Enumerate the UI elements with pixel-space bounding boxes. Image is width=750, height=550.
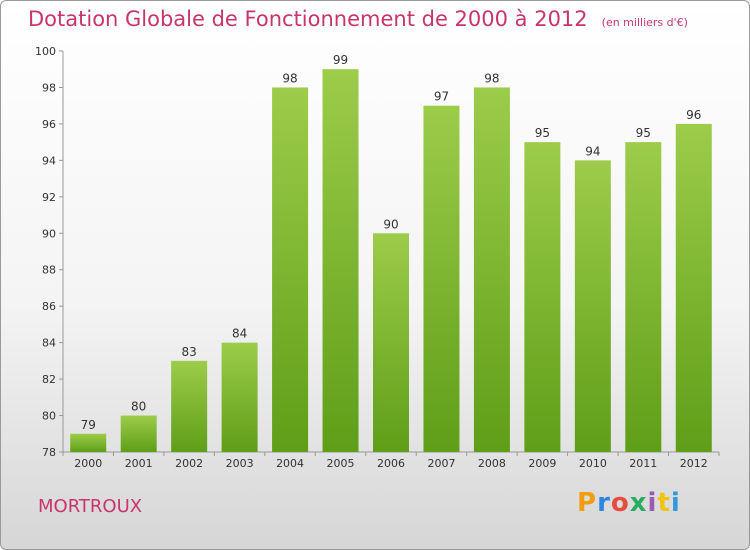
- bar: [625, 142, 662, 453]
- x-tick-label: 2006: [377, 457, 405, 470]
- bar: [221, 342, 258, 452]
- logo-letter: t: [657, 488, 671, 518]
- proxiti-logo: Proxiti: [577, 488, 681, 518]
- bar-value-label: 95: [535, 126, 550, 140]
- y-tick-label: 92: [42, 191, 56, 204]
- bar: [171, 360, 208, 452]
- bar: [473, 87, 510, 453]
- y-tick-label: 90: [42, 227, 56, 240]
- bar-value-label: 97: [434, 90, 449, 104]
- bar: [675, 123, 712, 452]
- x-tick-label: 2002: [175, 457, 203, 470]
- y-axis-ticks: 78 80 82 84 86 88 90 92 94 96 98 100: [35, 45, 63, 459]
- bar: [272, 87, 309, 453]
- x-tick-label: 2012: [680, 457, 708, 470]
- y-tick-label: 94: [42, 154, 56, 167]
- bar: [574, 160, 611, 452]
- bars: 79 80 83 84 98 99 90 97 98 95 94 95 96: [70, 53, 712, 453]
- y-tick-label: 80: [42, 410, 56, 423]
- bar: [322, 69, 359, 453]
- x-tick-label: 2011: [629, 457, 657, 470]
- bar-value-label: 99: [333, 53, 348, 67]
- x-axis-ticks: 2000 2001 2002 2003 2004 2005 2006 2007 2008 2009…: [62, 452, 720, 470]
- y-tick-label: 82: [42, 373, 56, 386]
- bar-value-label: 84: [232, 327, 247, 341]
- y-tick-label: 96: [42, 118, 56, 131]
- bar-value-label: 94: [585, 144, 600, 158]
- logo-letter: i: [647, 488, 658, 518]
- x-tick-label: 2007: [427, 457, 455, 470]
- logo-letter: i: [670, 488, 681, 518]
- x-tick-label: 2008: [478, 457, 506, 470]
- y-tick-label: 100: [35, 45, 56, 58]
- chart-title: Dotation Globale de Fonctionnement de 20…: [28, 7, 588, 31]
- bar: [373, 233, 409, 452]
- commune-name: MORTROUX: [38, 496, 143, 517]
- bar: [524, 142, 561, 453]
- y-tick-label: 88: [42, 264, 56, 277]
- chart-title-block: Dotation Globale de Fonctionnement de 20…: [28, 7, 688, 31]
- y-tick-label: 98: [42, 81, 56, 94]
- bar-value-label: 98: [484, 71, 499, 85]
- x-tick-label: 2000: [74, 457, 102, 470]
- logo-letter: r: [597, 488, 611, 518]
- bar-value-label: 79: [81, 418, 96, 432]
- logo-letter: P: [577, 488, 598, 518]
- x-tick-label: 2003: [226, 457, 254, 470]
- bar: [120, 415, 157, 452]
- bar-value-label: 80: [131, 400, 146, 414]
- y-tick-label: 78: [42, 446, 56, 459]
- bar-value-label: 95: [636, 126, 651, 140]
- x-tick-label: 2001: [125, 457, 153, 470]
- y-tick-label: 86: [42, 300, 56, 313]
- bar: [423, 105, 460, 452]
- x-tick-label: 2010: [579, 457, 607, 470]
- x-tick-label: 2005: [327, 457, 355, 470]
- x-tick-label: 2004: [276, 457, 304, 470]
- logo-letter: o: [610, 488, 630, 518]
- bar-value-label: 98: [282, 71, 297, 85]
- bar-value-label: 83: [182, 345, 197, 359]
- bar-value-label: 90: [383, 217, 398, 231]
- x-tick-label: 2009: [528, 457, 556, 470]
- y-tick-label: 84: [42, 337, 56, 350]
- bar-value-label: 96: [686, 108, 701, 122]
- chart-subtitle: (en milliers d'€): [601, 16, 688, 29]
- bar: [70, 433, 107, 452]
- logo-letter: x: [629, 488, 648, 518]
